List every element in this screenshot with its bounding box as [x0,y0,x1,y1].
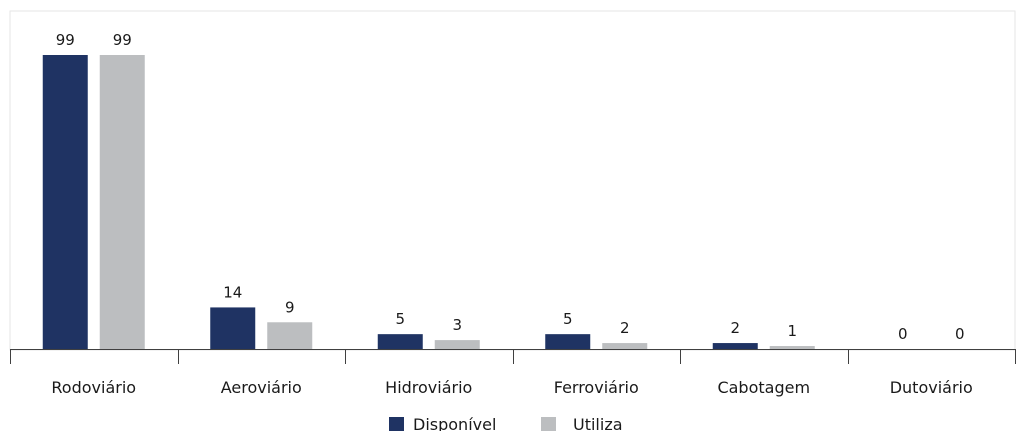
category-label: Ferroviário [554,378,639,397]
bar-utiliza-aeroviario [267,322,313,349]
bar-disponivel-cabotagem [712,343,758,349]
bar-utiliza-ferroviario [602,343,648,349]
bar-utiliza-cabotagem [769,346,815,349]
bar-disponivel-hidroviario [377,334,423,349]
data-label: 14 [223,283,242,301]
bar-disponivel-aeroviario [210,307,256,349]
bars-layer [42,55,815,349]
bar-utiliza-rodoviario [99,55,145,349]
legend-item-utiliza: Utiliza [541,415,623,431]
data-label: 0 [898,325,908,343]
x-axis-ticks [10,349,1016,364]
data-label: 2 [620,319,630,337]
legend-swatch [389,417,404,431]
legend-swatch [541,417,556,431]
data-label: 99 [113,31,132,49]
value-labels-layer: 99 99 14 9 5 3 5 2 2 1 0 0 [56,31,965,343]
data-label: 99 [56,31,75,49]
legend: Disponível Utiliza [389,415,623,431]
bar-utiliza-hidroviario [434,340,480,349]
legend-label: Disponível [413,415,496,431]
data-label: 2 [730,319,740,337]
category-label: Dutoviário [890,378,973,397]
category-label: Rodoviário [51,378,136,397]
category-label: Hidroviário [385,378,472,397]
data-label: 9 [285,298,295,316]
bar-disponivel-ferroviario [545,334,591,349]
data-label: 5 [563,310,573,328]
legend-item-disponivel: Disponível [389,415,496,431]
plot-frame [9,10,1016,351]
category-label: Aeroviário [221,378,302,397]
category-label: Cabotagem [717,378,810,397]
data-label: 5 [395,310,405,328]
data-label: 3 [452,316,462,334]
data-label: 0 [955,325,965,343]
category-labels-layer: Rodoviário Aeroviário Hidroviário Ferroviár… [51,378,972,397]
data-label: 1 [787,322,797,340]
legend-label: Utiliza [573,415,623,431]
bar-disponivel-rodoviario [42,55,88,349]
